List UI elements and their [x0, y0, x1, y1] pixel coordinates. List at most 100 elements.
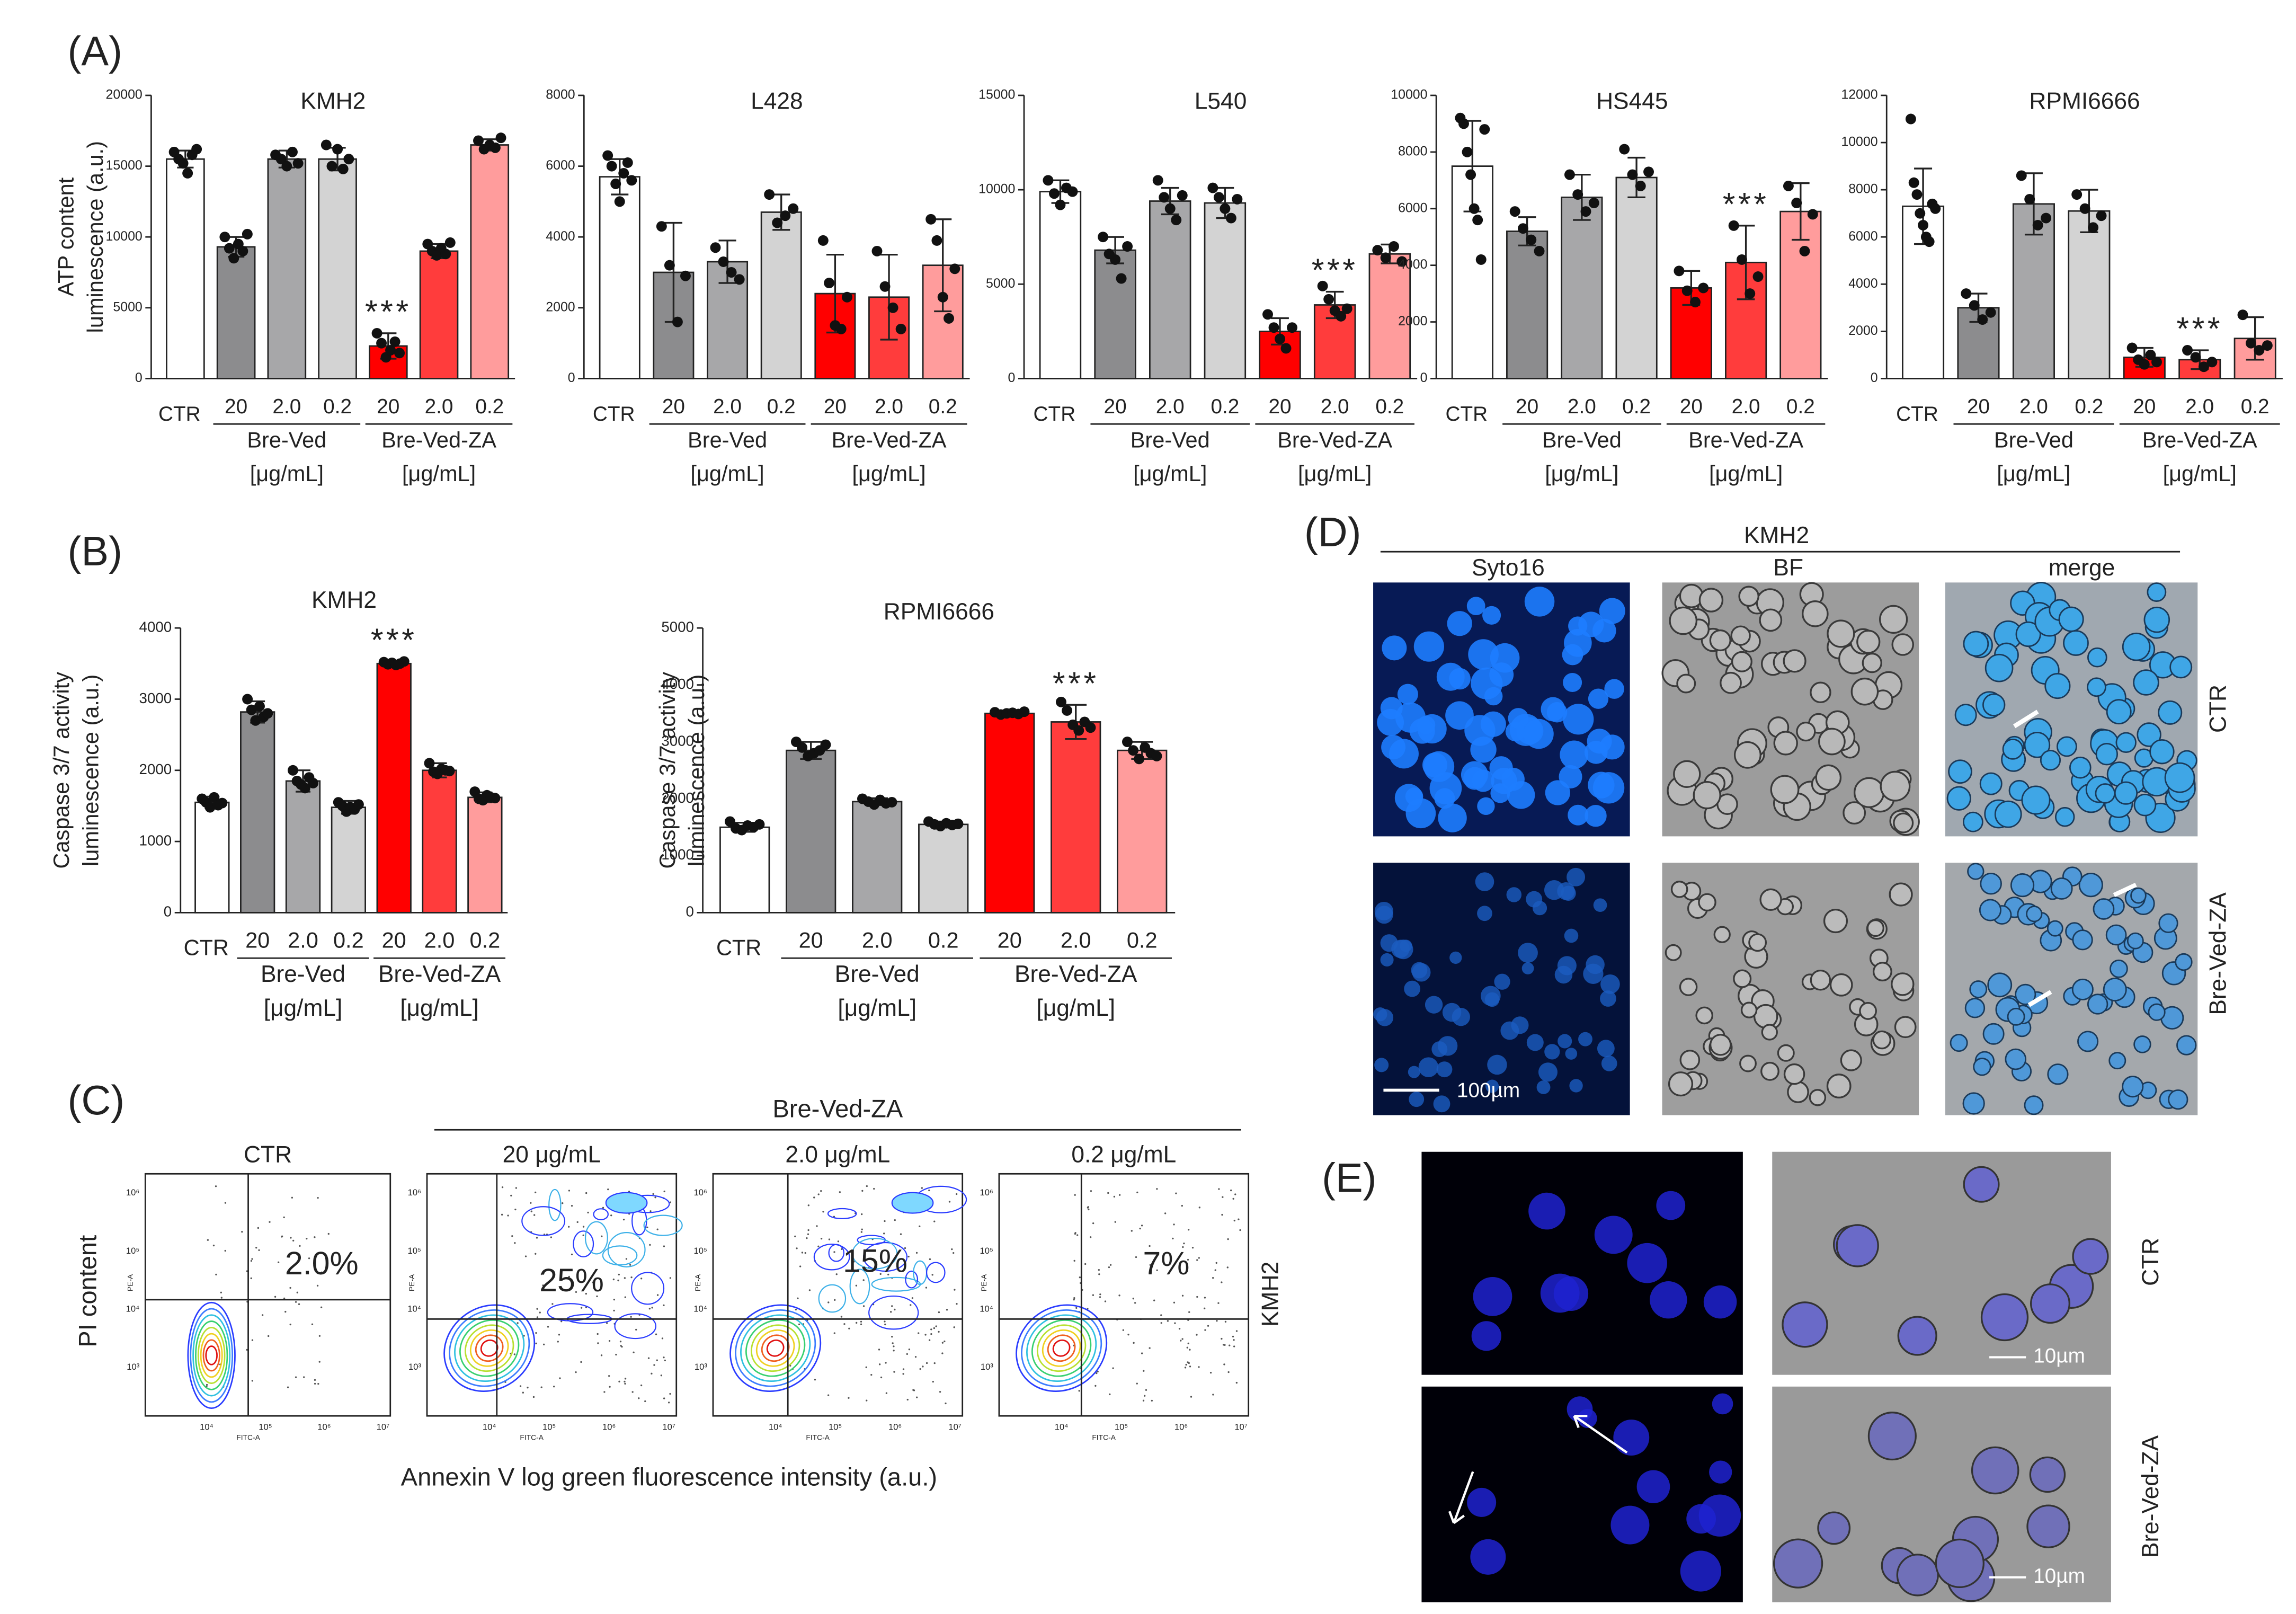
cell	[1740, 1001, 1758, 1018]
cell	[2122, 632, 2151, 661]
flow-dot	[314, 1236, 316, 1238]
flow-dot	[900, 1233, 902, 1235]
data-point	[490, 142, 501, 153]
cell	[1733, 969, 1752, 988]
y-tick-label: 10000	[106, 229, 143, 244]
flow-dot	[1143, 1370, 1145, 1372]
y-tick-label: 4000	[1398, 257, 1427, 272]
y-tick-label: 10000	[1391, 87, 1427, 102]
flow-dot	[1198, 1207, 1200, 1209]
data-point	[1336, 311, 1347, 322]
flow-tick: 10⁵	[259, 1422, 272, 1432]
x-tick-label: 2.0	[1732, 395, 1760, 418]
flow-dot	[656, 1294, 659, 1296]
micro-image	[1421, 1151, 1743, 1375]
data-point	[1151, 750, 1162, 761]
data-point	[734, 274, 745, 285]
flow-dot	[220, 1297, 223, 1299]
flow-dot	[1108, 1266, 1110, 1269]
data-point	[764, 189, 775, 200]
cell	[1856, 629, 1881, 654]
flow-dot	[559, 1377, 561, 1379]
error-bar	[880, 253, 898, 341]
flow-dot	[607, 1189, 609, 1191]
cell	[1467, 1487, 1497, 1517]
data-point	[1908, 177, 1919, 188]
flow-tick: 10⁶	[602, 1422, 616, 1432]
flow-dot	[296, 1291, 298, 1294]
flow-dot	[318, 1361, 321, 1363]
flow-dot	[540, 1273, 543, 1275]
data-point	[394, 348, 405, 359]
cell	[1948, 759, 1972, 784]
flow-dot	[1235, 1381, 1238, 1384]
cell	[1680, 1550, 1721, 1592]
cell	[1610, 1505, 1650, 1545]
flow-dot	[663, 1245, 665, 1247]
data-point	[182, 167, 193, 179]
data-point	[398, 656, 410, 667]
cell	[2148, 1003, 2166, 1021]
y-tick-label: 10000	[1841, 135, 1877, 149]
flow-dot	[651, 1372, 653, 1374]
cell	[2005, 1048, 2027, 1070]
panel-label: (A)	[68, 29, 122, 74]
cell	[1408, 1066, 1420, 1078]
flow-dot	[807, 1233, 809, 1235]
flow-dot	[879, 1273, 882, 1275]
flow-dot	[848, 1397, 850, 1399]
data-point	[1062, 705, 1073, 716]
flow-dot	[656, 1228, 658, 1230]
data-point	[299, 783, 310, 794]
data-point	[754, 819, 765, 830]
micro-row: CTR	[2138, 1238, 2164, 1286]
bar	[1117, 749, 1168, 914]
flow-dot	[606, 1322, 608, 1324]
flow-dot	[795, 1308, 797, 1311]
cell	[2147, 582, 2167, 602]
cell	[1709, 1460, 1732, 1484]
flow-dot	[1189, 1349, 1191, 1351]
flow-dot	[633, 1351, 635, 1353]
data-point	[2145, 349, 2156, 360]
flow-dot	[922, 1365, 924, 1368]
group-label: Bre-Ved	[688, 427, 767, 452]
data-point	[343, 154, 354, 165]
flow-dot	[1191, 1247, 1194, 1249]
data-point	[1098, 232, 1109, 243]
cell	[1564, 928, 1579, 943]
data-point	[1232, 193, 1243, 205]
cell	[1567, 867, 1586, 886]
x-tick-label: CTR	[593, 403, 635, 425]
cell	[1490, 643, 1520, 673]
flow-contour	[862, 1241, 908, 1272]
cell	[1872, 1030, 1892, 1050]
cell	[1471, 667, 1503, 699]
data-point	[1985, 307, 1996, 318]
flow-dot	[551, 1303, 554, 1305]
flow-dot	[1232, 1335, 1234, 1338]
cell	[1413, 631, 1444, 662]
flow-contour	[593, 1208, 609, 1220]
flow-dot	[514, 1208, 517, 1211]
chart-title: KMH2	[312, 587, 377, 613]
flow-dot	[1167, 1320, 1169, 1322]
cell	[1447, 611, 1472, 636]
flow-dot	[303, 1376, 305, 1378]
flow-axis: PE-A	[126, 1274, 134, 1291]
flow-dot	[1112, 1367, 1114, 1369]
flow-dot	[878, 1349, 880, 1351]
flow-dot	[625, 1258, 628, 1260]
flow-dot	[906, 1398, 909, 1401]
flow-dot	[317, 1382, 319, 1385]
cell	[1709, 629, 1731, 652]
x-tick-label: 0.2	[1211, 395, 1239, 418]
data-point	[1961, 288, 1972, 299]
cell	[2015, 983, 2036, 1005]
flow-dot	[510, 1194, 512, 1197]
y-axis-label: luminescence (a.u.)	[83, 141, 108, 333]
flow-dot	[925, 1287, 928, 1289]
flow-dot	[557, 1341, 559, 1343]
cell	[1541, 697, 1565, 722]
y-axis-label: luminescence (a.u.)	[684, 675, 709, 866]
